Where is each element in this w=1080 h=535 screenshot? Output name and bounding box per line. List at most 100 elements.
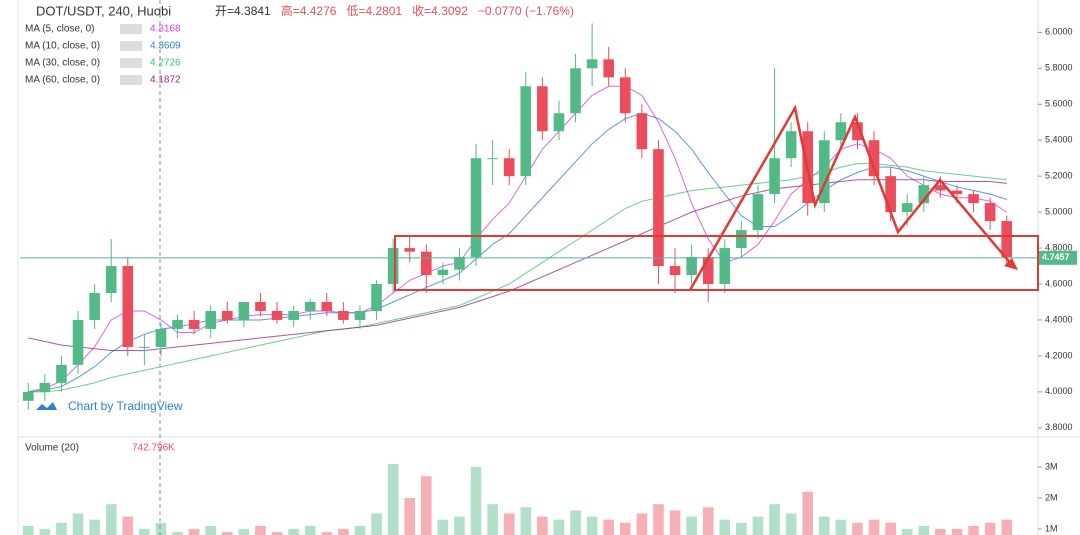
candle-body — [155, 328, 167, 347]
volume-bar — [338, 528, 349, 535]
candle-body — [918, 185, 930, 204]
candle-body — [72, 319, 84, 365]
volume-bar — [172, 532, 183, 535]
volume-bar — [437, 519, 449, 535]
candle-body — [122, 266, 134, 347]
candle-body — [719, 248, 731, 285]
ohlc-header: 收=4.3092 — [412, 4, 468, 18]
volume-bar — [918, 525, 930, 535]
volume-bar — [139, 528, 150, 535]
volume-bar — [802, 491, 814, 535]
y-tick-label: 4.8000 — [1045, 242, 1073, 252]
candle-body — [736, 230, 747, 249]
volume-bar — [736, 522, 747, 535]
candle-body — [188, 319, 200, 329]
candle-body — [901, 203, 913, 213]
volume-bar — [653, 504, 664, 535]
last-price-label: 4.7457 — [1042, 252, 1070, 262]
candle-body — [139, 346, 150, 348]
candle-body — [503, 158, 515, 177]
y-tick-label: 2M — [1045, 492, 1058, 502]
y-tick-label: 6.0000 — [1045, 27, 1073, 37]
legend-icons — [120, 24, 142, 34]
volume-bar — [22, 525, 34, 535]
volume-bar — [271, 532, 283, 535]
candle-body — [205, 310, 217, 329]
volume-bar — [603, 519, 615, 535]
volume-bar — [553, 519, 565, 535]
candle-body — [752, 194, 764, 231]
candle-body — [304, 301, 316, 311]
volume-bar — [420, 476, 432, 535]
volume-bar — [984, 522, 996, 535]
symbol-title: DOT/USDT, 240, Huobi — [36, 3, 171, 18]
legend-icons — [120, 75, 142, 85]
candle-body — [255, 301, 266, 311]
candle-body — [454, 257, 465, 270]
candle-body — [321, 301, 333, 311]
volume-bar — [885, 522, 896, 535]
volume-legend-value: 742.796K — [132, 443, 175, 454]
volume-bar — [868, 519, 880, 535]
legend-name: MA (30, close, 0) — [25, 58, 100, 69]
ma-line — [28, 85, 1007, 393]
candle-body — [603, 59, 615, 78]
volume-bar — [56, 522, 67, 535]
y-tick-label: 1M — [1045, 523, 1058, 533]
candle-body — [1001, 221, 1013, 258]
volume-bar — [835, 519, 847, 535]
zigzag-drawing — [688, 104, 1013, 291]
volume-bar — [72, 513, 84, 535]
candle-body — [22, 391, 34, 401]
volume-bar — [205, 525, 217, 535]
candle-body — [636, 113, 648, 150]
y-tick-label: 4.4000 — [1045, 314, 1073, 324]
volume-bar — [454, 516, 465, 535]
volume-bar — [818, 516, 830, 535]
candle-body — [769, 158, 780, 195]
volume-bar — [321, 532, 333, 535]
volume-bar — [752, 516, 764, 535]
legend-value: 4.2726 — [150, 58, 181, 69]
legend-name: MA (5, close, 0) — [25, 24, 94, 35]
volume-bar — [221, 532, 233, 535]
plot: 6.0000 5.8000 5.6000 5.4000 5.2000 5.0000 4.80… — [20, 23, 1077, 535]
volume-bar — [852, 522, 863, 535]
volume-bar — [669, 510, 681, 535]
candle-body — [221, 310, 233, 320]
legend-value: 4.3609 — [150, 41, 181, 52]
candle-body — [404, 248, 416, 252]
volume-bar — [520, 507, 532, 535]
y-tick-label: 5.2000 — [1045, 171, 1073, 181]
volume-bar — [155, 522, 167, 535]
candle-body — [984, 203, 996, 222]
volume-bar — [387, 463, 399, 535]
ohlc-header: −0.0770 (−1.76%) — [478, 4, 574, 18]
candle-body — [885, 176, 896, 213]
ma-line — [28, 179, 1007, 352]
candle-body — [619, 77, 631, 114]
last-price-box — [1039, 250, 1077, 265]
candle-body — [470, 158, 482, 258]
y-tick-label: 5.8000 — [1045, 63, 1073, 73]
candle-body — [570, 68, 581, 114]
candle-body — [420, 251, 432, 276]
candle-body — [105, 266, 117, 293]
y-tick-label: 3M — [1045, 461, 1058, 471]
volume-bar — [105, 504, 117, 535]
volume-bar — [935, 528, 946, 535]
volume-bar — [785, 513, 797, 535]
ohlc-header: 高=4.4276 — [281, 3, 337, 18]
candle-body — [852, 122, 863, 141]
candle-body — [686, 257, 697, 276]
watermark-logo — [36, 402, 57, 410]
volume-bar — [951, 528, 963, 535]
volume-bar — [470, 466, 482, 535]
candle-body — [586, 59, 598, 69]
candle-body — [935, 185, 946, 191]
volume-bar — [968, 525, 979, 535]
candle-body — [951, 190, 963, 195]
y-tick-label: 5.6000 — [1045, 99, 1073, 109]
legend-icons — [120, 58, 142, 68]
zone-box — [394, 235, 1039, 291]
